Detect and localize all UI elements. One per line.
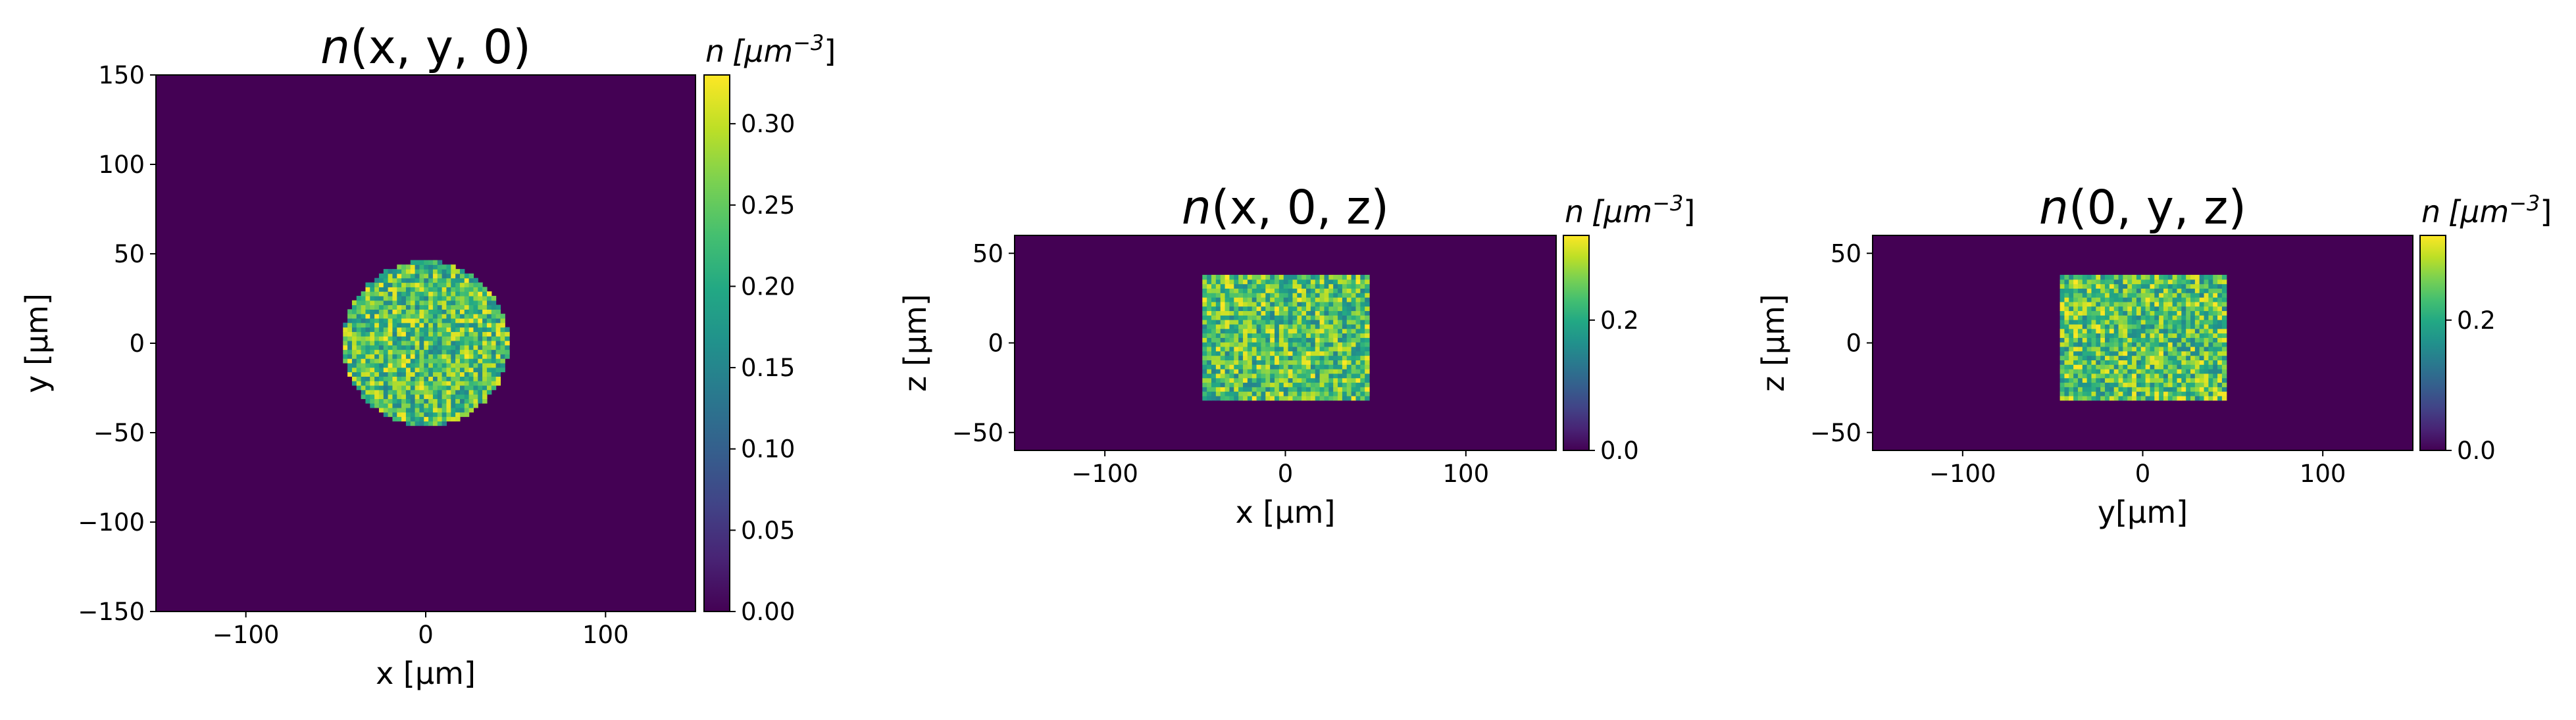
chart-title: n(0, y, z) bbox=[2039, 180, 2246, 235]
y-tick-label: 0 bbox=[988, 329, 1003, 358]
x-axis-label: y[µm] bbox=[2098, 494, 2188, 530]
y-tick-label: 100 bbox=[98, 151, 145, 179]
colorbar-label: n [μm−3] bbox=[705, 30, 836, 69]
colorbar bbox=[1563, 235, 1590, 451]
x-tick-label: −100 bbox=[1929, 460, 1996, 488]
colorbar-tick-label: 0.00 bbox=[741, 598, 795, 626]
colorbar bbox=[2419, 235, 2446, 451]
y-tick-label: −50 bbox=[1810, 419, 1861, 447]
y-axis-label: z [µm] bbox=[897, 294, 933, 392]
y-tick-label: −100 bbox=[78, 508, 145, 537]
y-tick-label: −50 bbox=[93, 419, 145, 447]
x-tick-label: 100 bbox=[1443, 460, 1490, 488]
x-axis-label: x [µm] bbox=[376, 656, 476, 691]
x-tick-label: 100 bbox=[582, 621, 629, 649]
y-axis-label: z [µm] bbox=[1755, 294, 1791, 392]
y-tick-label: 50 bbox=[1831, 239, 1861, 268]
colorbar-label: n [μm−3] bbox=[1565, 191, 1695, 229]
x-tick-label: −100 bbox=[213, 621, 280, 649]
colorbar-tick-label: 0.2 bbox=[2457, 306, 2496, 335]
x-tick-label: 0 bbox=[2135, 460, 2151, 488]
x-tick-label: −100 bbox=[1071, 460, 1138, 488]
heatmap-region bbox=[343, 260, 510, 426]
y-tick-label: 50 bbox=[972, 239, 1003, 268]
y-tick-label: 0 bbox=[1846, 329, 1861, 358]
colorbar bbox=[703, 74, 730, 612]
x-axis-label: x [µm] bbox=[1236, 494, 1336, 530]
colorbar-label: n [μm−3] bbox=[2421, 191, 2552, 229]
x-tick-label: 0 bbox=[1278, 460, 1294, 488]
colorbar-tick-label: 0.2 bbox=[1600, 306, 1639, 335]
chart-title: n(x, 0, z) bbox=[1182, 180, 1389, 235]
colorbar-tick-label: 0.30 bbox=[741, 110, 795, 138]
colorbar-tick-label: 0.0 bbox=[1600, 437, 1639, 465]
y-tick-label: −150 bbox=[78, 598, 145, 626]
colorbar-tick-label: 0.15 bbox=[741, 354, 795, 382]
y-tick-label: 150 bbox=[98, 61, 145, 89]
x-tick-label: 100 bbox=[2300, 460, 2346, 488]
colorbar-tick-label: 0.0 bbox=[2457, 437, 2496, 465]
colorbar-tick-label: 0.25 bbox=[741, 191, 795, 220]
x-tick-label: 0 bbox=[418, 621, 434, 649]
y-axis-label: y [µm] bbox=[19, 293, 55, 393]
y-tick-label: 0 bbox=[129, 329, 145, 358]
colorbar-tick-label: 0.05 bbox=[741, 516, 795, 544]
y-tick-label: 50 bbox=[114, 240, 145, 268]
chart-title: n(x, y, 0) bbox=[320, 20, 531, 74]
colorbar-tick-label: 0.10 bbox=[741, 435, 795, 464]
y-tick-label: −50 bbox=[952, 419, 1003, 447]
heatmap-region bbox=[2059, 274, 2227, 401]
colorbar-tick-label: 0.20 bbox=[741, 272, 795, 300]
panel-2: −100 0 100 50 0 −50 x [µm] z [µm] n(x, 0, z) 0.0 0… bbox=[897, 180, 1695, 530]
panel-3: −100 0 100 50 0 −50 y[µm] z [µm] n(0, y, z) 0.0 0.… bbox=[1755, 180, 2552, 530]
heatmap-region bbox=[1202, 274, 1370, 401]
panel-1: −100 0 100 150 100 50 0 −50 −100 −150 x [µm] y [µm]… bbox=[19, 20, 836, 691]
